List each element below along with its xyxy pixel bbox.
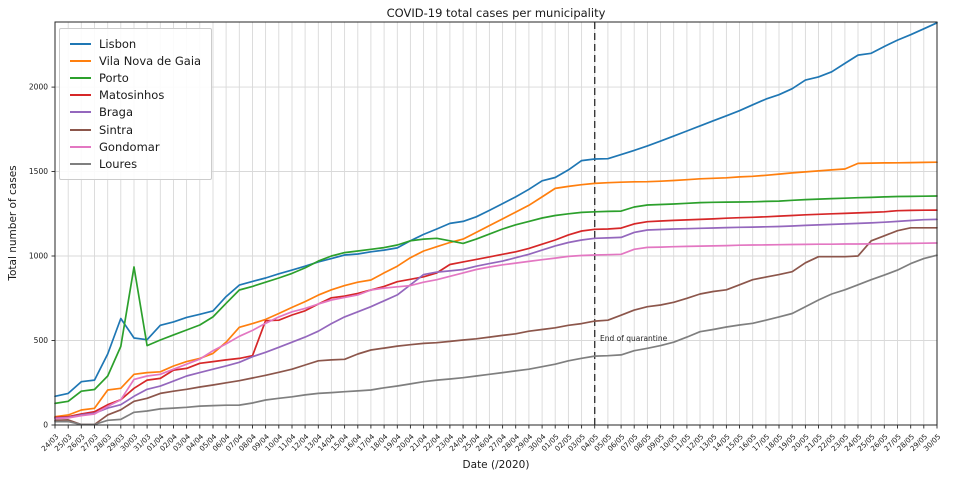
legend-label: Braga	[99, 105, 134, 120]
legend-item-sintra: Sintra	[70, 121, 201, 138]
legend-label: Vila Nova de Gaia	[99, 53, 202, 68]
legend: Lisbon Vila Nova de Gaia Porto Matosinhos Br…	[59, 28, 213, 180]
legend-item-vila-nova-de-gaia: Vila Nova de Gaia	[70, 52, 201, 69]
legend-label: Porto	[99, 70, 129, 85]
legend-item-braga: Braga	[70, 104, 201, 121]
legend-label: Gondomar	[99, 139, 160, 154]
series-line-lisbon	[54, 21, 938, 398]
legend-line-swatch	[70, 111, 91, 114]
legend-item-matosinhos: Matosinhos	[70, 87, 201, 104]
axes-box	[54, 21, 938, 426]
legend-line-swatch	[70, 145, 91, 148]
series-line-matosinhos	[54, 209, 938, 419]
legend-item-lisbon: Lisbon	[70, 35, 201, 52]
legend-label: Sintra	[99, 122, 134, 137]
legend-line-swatch	[70, 76, 91, 79]
legend-line-swatch	[70, 162, 91, 165]
legend-line-swatch	[70, 128, 91, 131]
legend-line-swatch	[70, 42, 91, 45]
y-axis-label: Total number of cases	[7, 165, 19, 281]
legend-item-loures: Loures	[70, 155, 201, 172]
legend-label: Lisbon	[99, 36, 137, 51]
y-tick-label: 500	[34, 336, 49, 345]
legend-label: Loures	[99, 156, 138, 171]
legend-line-swatch	[70, 94, 91, 97]
series-line-braga	[54, 218, 938, 420]
y-tick-label: 2000	[29, 83, 48, 92]
y-tick-label: 1000	[29, 252, 48, 261]
end-of-quarantine-annotation: End of quarantine	[600, 334, 668, 343]
y-tick-label: 0	[43, 421, 48, 430]
series-line-porto	[54, 195, 938, 405]
series-line-loures	[54, 254, 938, 426]
series-line-gondomar	[54, 242, 938, 420]
legend-item-porto: Porto	[70, 69, 201, 86]
x-axis-label: Date (/2020)	[462, 459, 530, 471]
legend-label: Matosinhos	[99, 88, 165, 103]
legend-line-swatch	[70, 59, 91, 62]
series-line-sintra	[54, 226, 938, 426]
y-tick-label: 1500	[29, 167, 48, 176]
legend-item-gondomar: Gondomar	[70, 138, 201, 155]
chart-title: COVID-19 total cases per municipality	[386, 6, 606, 20]
